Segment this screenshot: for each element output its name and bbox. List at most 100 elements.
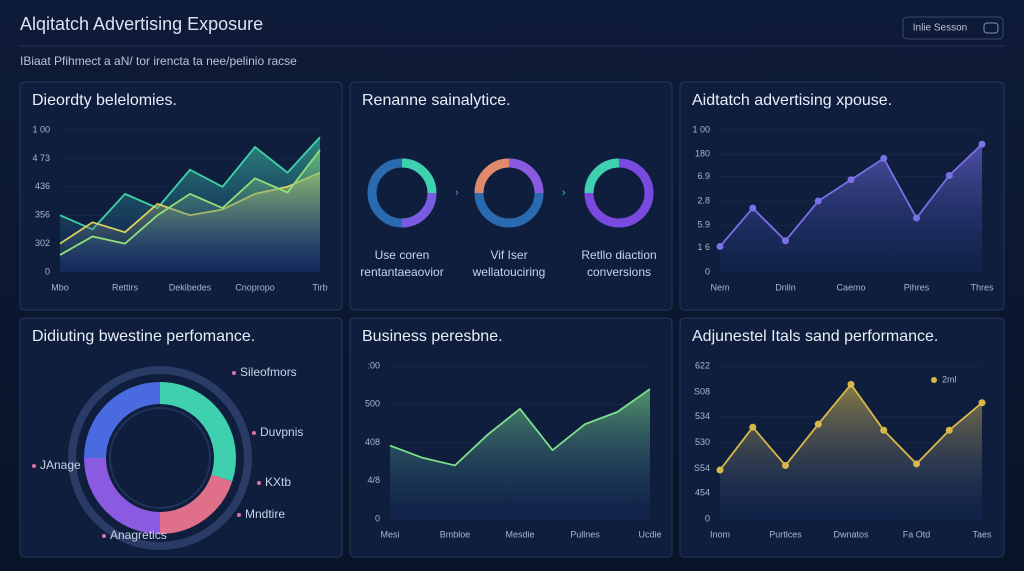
x-tick-label: Ucdie — [638, 529, 661, 539]
y-tick-label: 0 — [45, 266, 50, 276]
annotation: Anagretics — [110, 528, 167, 542]
y-tick-label: 500 — [365, 399, 380, 409]
outer-ring — [68, 366, 252, 550]
y-tick-label: 0 — [705, 266, 710, 276]
donut-segment — [84, 382, 161, 459]
annotation-dot — [257, 481, 261, 485]
x-tick-label: Dwnatos — [833, 529, 869, 539]
donut-segment — [84, 457, 161, 534]
arrow: › — [455, 187, 459, 199]
marker — [978, 399, 986, 407]
x-tick-label: Thres — [970, 282, 994, 292]
page-subtitle: IBiaat Pfihmect a aN/ tor irencta ta nee… — [20, 54, 297, 68]
panel-title: Aidtatch advertising xpouse. — [692, 92, 892, 109]
area — [720, 384, 982, 519]
legend-swatch — [931, 377, 937, 383]
marker — [847, 380, 855, 388]
y-tick-label: 1 6 — [697, 242, 710, 252]
ring-arc — [508, 158, 544, 194]
y-tick-label: S54 — [694, 463, 710, 473]
annotation: JAnage — [40, 458, 81, 472]
marker — [880, 426, 888, 434]
donut-segment — [159, 474, 233, 534]
x-tick-label: Cnopropo — [235, 282, 275, 292]
x-tick-label: Mesdie — [505, 529, 534, 539]
y-tick-label: 180 — [695, 149, 710, 159]
marker — [782, 461, 789, 469]
ring-arc — [401, 158, 437, 194]
session-button-label[interactable]: Inlie Sesson — [913, 23, 967, 34]
step-label: rentantaeaovior — [360, 265, 443, 279]
y-tick-label: 436 — [35, 181, 50, 191]
x-tick-label: Nem — [710, 282, 729, 292]
y-tick-label: :00 — [367, 360, 380, 370]
marker — [945, 171, 953, 179]
y-tick-label: 302 — [35, 238, 50, 248]
step-label: wellatouciring — [472, 265, 546, 279]
donut-segment — [159, 382, 236, 482]
x-tick-label: Dekibedes — [169, 282, 212, 292]
x-tick-label: Fa Otd — [903, 529, 931, 539]
y-tick-label: 356 — [35, 210, 50, 220]
step-label: Retllo diaction — [581, 248, 656, 262]
panel — [349, 81, 673, 311]
marker — [716, 242, 724, 250]
marker — [749, 204, 757, 212]
x-tick-label: Tirb — [312, 282, 327, 292]
area — [720, 144, 982, 272]
y-tick-label: 5.9 — [697, 220, 710, 230]
y-tick-label: 0 — [705, 513, 710, 523]
marker — [880, 154, 888, 162]
area — [60, 149, 320, 272]
marker — [782, 237, 789, 245]
session-button[interactable] — [902, 16, 1004, 40]
marker — [913, 460, 920, 468]
y-tick-label: S08 — [694, 386, 710, 396]
marker — [978, 140, 986, 148]
y-tick-label: 534 — [695, 411, 710, 421]
annotation-dot — [32, 464, 36, 468]
annotation: KXtb — [265, 475, 291, 489]
step-label: Use coren — [375, 248, 430, 262]
marker — [814, 420, 822, 428]
marker — [847, 176, 855, 184]
annotation-dot — [102, 534, 106, 538]
marker — [814, 197, 822, 205]
x-tick-label: Dnlin — [775, 282, 796, 292]
toggle-icon[interactable] — [983, 22, 999, 34]
marker — [716, 466, 724, 474]
inner-ring — [109, 407, 211, 509]
legend-label: 2ml — [942, 374, 957, 384]
x-tick-label: Purtlces — [769, 529, 802, 539]
line — [59, 149, 321, 256]
ring-arc — [474, 158, 510, 194]
y-tick-label: 6.9 — [697, 171, 710, 181]
marker — [913, 214, 920, 222]
x-tick-label: Mbo — [51, 282, 69, 292]
panel-title: Adjunestel Itals sand performance. — [692, 328, 938, 345]
annotation: Duvpnis — [260, 425, 303, 439]
panel-title: Renanne sainalytice. — [362, 92, 511, 109]
line — [59, 136, 321, 231]
panel-title: Didiuting bwestine perfomance. — [32, 328, 255, 345]
x-tick-label: Bmbloe — [440, 529, 471, 539]
y-tick-label: 1 00 — [692, 124, 710, 134]
annotation: Sileofmors — [240, 365, 297, 379]
x-tick-label: Rettirs — [112, 282, 139, 292]
annotation-dot — [252, 431, 256, 435]
annotation-dot — [237, 513, 241, 517]
line — [389, 388, 651, 467]
process-panel: Renanne sainalytice. › › Use coren renta… — [349, 81, 673, 311]
area — [390, 388, 650, 519]
y-tick-label: 530 — [695, 437, 710, 447]
marker — [749, 423, 757, 431]
page-title: Alqitatch Advertising Exposure — [20, 14, 263, 34]
y-tick-label: 0 — [375, 513, 380, 523]
marker — [945, 426, 953, 434]
y-tick-label: 2.8 — [697, 195, 710, 205]
step-label: conversions — [587, 265, 651, 279]
x-tick-label: Pullnes — [570, 529, 600, 539]
y-tick-label: 408 — [365, 437, 380, 447]
y-tick-label: 4/8 — [367, 475, 380, 485]
